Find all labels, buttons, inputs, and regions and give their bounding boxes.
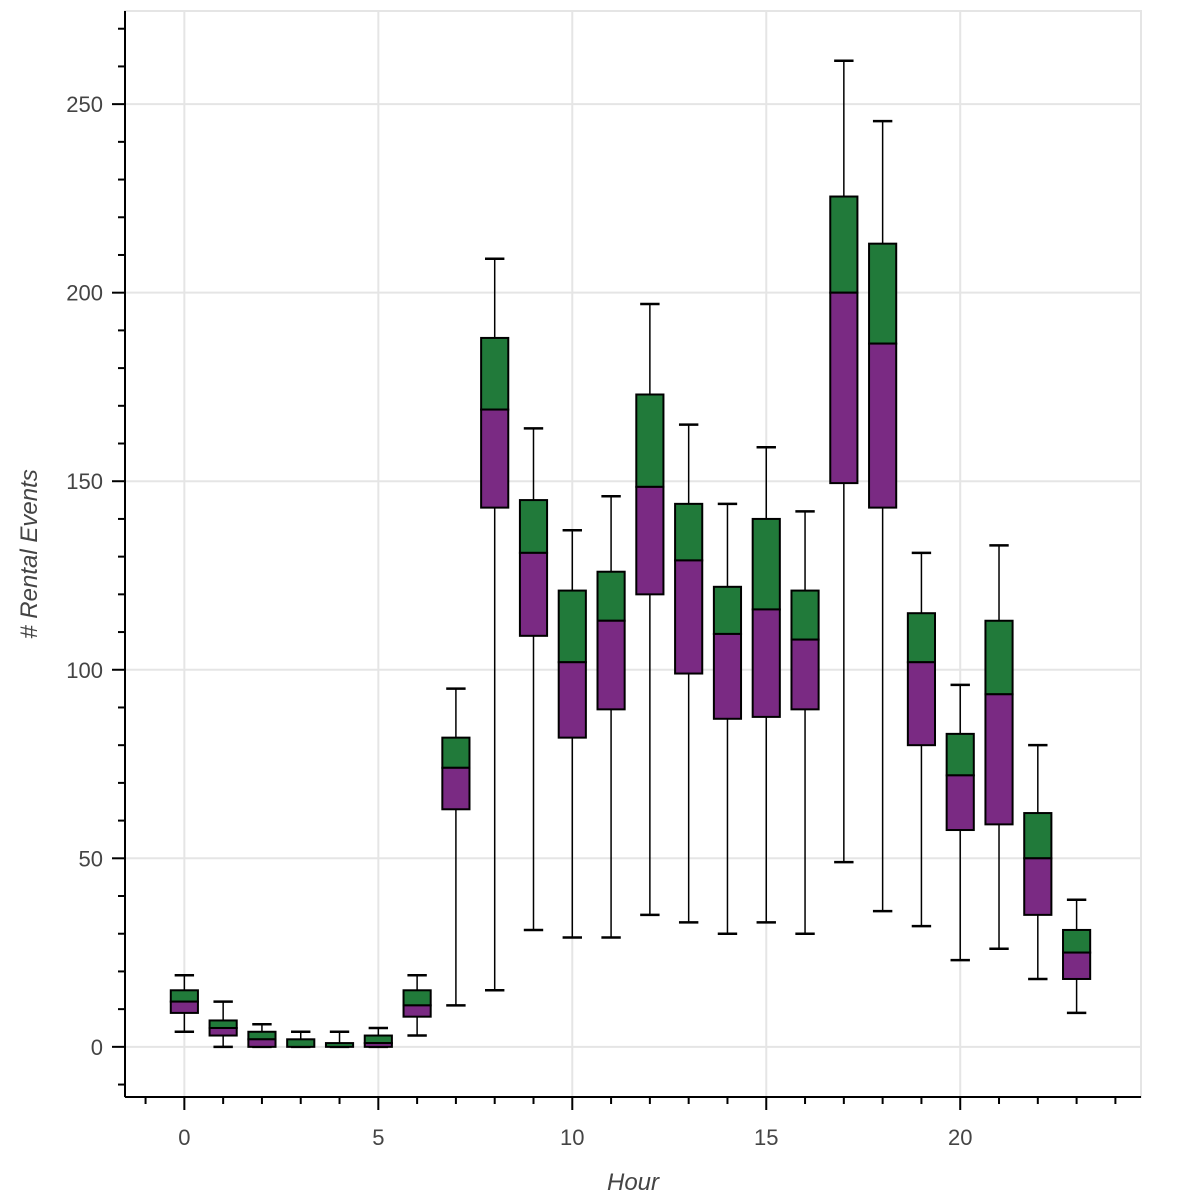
upper-box	[635, 393, 665, 488]
upper-box	[751, 517, 781, 611]
box-hour-4	[324, 1030, 355, 1049]
box-hour-18	[868, 119, 898, 913]
plot-frame	[124, 10, 1142, 1098]
upper-box	[712, 585, 743, 635]
upper-box	[169, 989, 199, 1003]
upper-box	[518, 499, 549, 554]
box-hour-17	[829, 59, 859, 864]
lower-box	[945, 774, 975, 832]
box-hour-9	[518, 427, 549, 932]
box-hour-22	[1023, 743, 1053, 981]
upper-box	[945, 732, 975, 777]
lower-box	[868, 342, 898, 509]
y-tick-label: 100	[66, 658, 103, 683]
lower-box	[712, 632, 743, 720]
upper-box	[829, 195, 859, 294]
lower-box	[480, 408, 510, 509]
upper-box	[868, 242, 898, 345]
upper-box	[247, 1030, 277, 1041]
box-hour-10	[557, 528, 587, 939]
box-hour-11	[596, 495, 626, 939]
box-hour-5	[363, 1026, 393, 1049]
box-hour-15	[751, 446, 781, 924]
upper-box	[1062, 928, 1092, 954]
box-hour-19	[906, 551, 937, 928]
box-hour-2	[247, 1022, 277, 1049]
lower-box	[1062, 951, 1092, 980]
upper-box	[402, 989, 432, 1007]
upper-box	[208, 1019, 238, 1029]
lower-box	[557, 661, 587, 739]
upper-box	[363, 1034, 393, 1045]
lower-box	[1023, 857, 1053, 916]
box-hour-16	[790, 510, 820, 935]
lower-box	[790, 638, 820, 711]
upper-box	[557, 589, 587, 664]
lower-box	[247, 1038, 277, 1048]
x-axis-title: Hour	[607, 1169, 660, 1196]
axis-layer	[112, 11, 1141, 1110]
box-hour-6	[402, 973, 432, 1037]
lower-box	[984, 693, 1014, 826]
box-hour-14	[712, 502, 743, 935]
upper-box	[790, 589, 820, 641]
lower-box	[208, 1026, 238, 1037]
box-hour-8	[480, 257, 510, 992]
lower-box	[674, 559, 704, 675]
box-hour-7	[441, 687, 471, 1007]
upper-box	[441, 736, 471, 769]
x-tick-label: 20	[948, 1125, 972, 1150]
y-tick-label: 0	[91, 1035, 103, 1060]
box-hour-12	[635, 302, 665, 917]
y-axis-title: # Rental Events	[16, 469, 43, 638]
y-tick-label: 150	[66, 469, 103, 494]
grid-layer	[125, 11, 1141, 1097]
upper-box	[480, 336, 510, 411]
lower-box	[635, 485, 665, 596]
y-tick-label: 250	[66, 92, 103, 117]
lower-box	[441, 766, 471, 811]
upper-box	[596, 570, 626, 622]
x-tick-label: 15	[754, 1125, 778, 1150]
box-hour-21	[984, 544, 1014, 951]
lower-box	[363, 1042, 393, 1048]
y-tick-label: 50	[79, 846, 103, 871]
box-layer	[169, 59, 1092, 1049]
box-hour-20	[945, 683, 975, 962]
lower-box	[829, 291, 859, 485]
x-tick-label: 0	[178, 1125, 190, 1150]
box-hour-1	[208, 1000, 238, 1049]
box-hour-0	[169, 973, 199, 1034]
upper-box	[286, 1038, 316, 1048]
x-tick-label: 5	[372, 1125, 384, 1150]
x-tick-label: 10	[560, 1125, 584, 1150]
lower-box	[169, 1000, 199, 1014]
lower-box	[906, 661, 937, 747]
lower-box	[402, 1004, 432, 1018]
upper-box	[674, 502, 704, 562]
box-hour-23	[1062, 898, 1092, 1015]
y-tick-label: 200	[66, 281, 103, 306]
upper-box	[906, 612, 937, 664]
lower-box	[596, 619, 626, 711]
upper-box	[324, 1042, 355, 1048]
upper-box	[1023, 812, 1053, 860]
upper-box	[984, 619, 1014, 696]
box-hour-3	[286, 1030, 316, 1049]
lower-box	[518, 551, 549, 637]
box-hour-13	[674, 423, 704, 924]
lower-box	[751, 608, 781, 718]
